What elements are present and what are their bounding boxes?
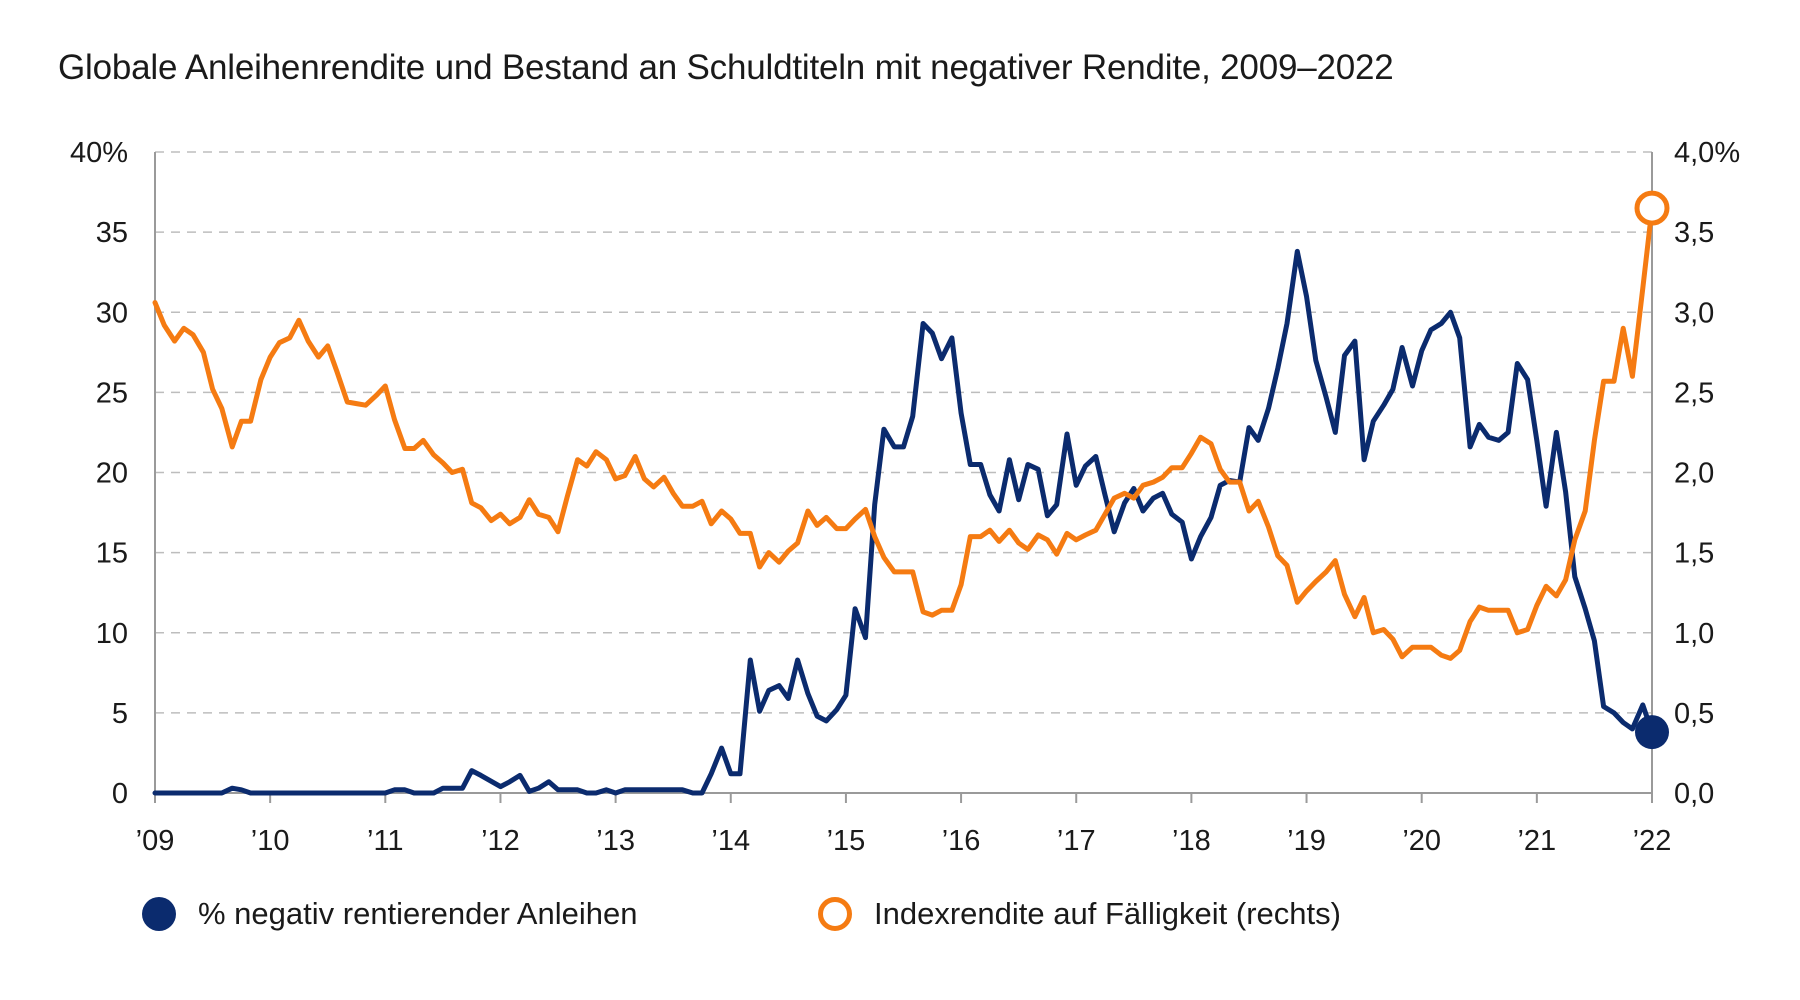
axes bbox=[154, 152, 1653, 794]
x-tick-label: ’18 bbox=[1172, 825, 1211, 857]
left-tick-label: 30 bbox=[96, 297, 128, 329]
x-tick-label: ’10 bbox=[251, 825, 290, 857]
left-tick-label: 15 bbox=[96, 538, 128, 570]
right-tick-label: 3,5 bbox=[1674, 217, 1714, 249]
right-tick-label: 1,0 bbox=[1674, 618, 1714, 650]
right-tick-label: 2,0 bbox=[1674, 458, 1714, 490]
right-tick-label: 2,5 bbox=[1674, 377, 1714, 409]
x-axis-ticks: ’09 ’10 ’11 ’12 ’13 ’14 ’15 ’16 ’17 ’18 ’19 ’20 ’21 ’… bbox=[136, 793, 1672, 857]
left-tick-label: 0 bbox=[112, 778, 128, 810]
gridlines bbox=[155, 151, 1652, 714]
x-tick-label: ’17 bbox=[1057, 825, 1096, 857]
x-tick-label: ’09 bbox=[136, 825, 175, 857]
legend-marker-negative-icon bbox=[142, 897, 176, 931]
right-y-axis-ticks: 0,0 0,5 1,0 1,5 2,0 2,5 3,0 3,5 4,0% bbox=[1674, 137, 1740, 810]
x-tick-label: ’20 bbox=[1402, 825, 1441, 857]
right-tick-label: 3,0 bbox=[1674, 297, 1714, 329]
x-tick-label: ’14 bbox=[711, 825, 750, 857]
x-tick-label: ’21 bbox=[1517, 825, 1556, 857]
x-tick-label: ’13 bbox=[596, 825, 635, 857]
x-tick-label: ’15 bbox=[827, 825, 866, 857]
legend-label-negative: % negativ rentierender Anleihen bbox=[198, 896, 638, 931]
series-lines bbox=[152, 205, 1655, 796]
right-tick-label: 4,0% bbox=[1674, 137, 1740, 169]
left-y-axis-ticks: 0 5 10 15 20 25 30 35 40% bbox=[70, 137, 128, 810]
x-tick-label: ’19 bbox=[1287, 825, 1326, 857]
left-tick-label: 35 bbox=[96, 217, 128, 249]
left-tick-label: 5 bbox=[112, 698, 128, 730]
legend-item-yield: Indexrendite auf Fälligkeit (rechts) bbox=[818, 896, 1341, 932]
left-tick-label: 40% bbox=[70, 137, 128, 169]
end-marker-negative bbox=[1635, 715, 1669, 750]
right-tick-label: 0,0 bbox=[1674, 778, 1714, 810]
legend-marker-yield-icon bbox=[818, 897, 852, 931]
series-line-negative-bonds bbox=[152, 248, 1655, 796]
end-marker-yield bbox=[1634, 190, 1670, 226]
x-tick-label: ’16 bbox=[942, 825, 981, 857]
legend-item-negative: % negativ rentierender Anleihen bbox=[142, 896, 637, 932]
x-tick-label: ’12 bbox=[481, 825, 520, 857]
x-tick-label: ’22 bbox=[1633, 825, 1672, 857]
series-line-index-yield bbox=[152, 205, 1655, 661]
left-tick-label: 10 bbox=[96, 618, 128, 650]
left-tick-label: 25 bbox=[96, 377, 128, 409]
legend-label-yield: Indexrendite auf Fälligkeit (rechts) bbox=[874, 896, 1341, 931]
right-tick-label: 1,5 bbox=[1674, 538, 1714, 570]
x-tick-label: ’11 bbox=[367, 825, 404, 857]
chart-title: Globale Anleihenrendite und Bestand an S… bbox=[58, 48, 1394, 87]
end-markers bbox=[1634, 190, 1670, 750]
right-tick-label: 0,5 bbox=[1674, 698, 1714, 730]
left-tick-label: 20 bbox=[96, 458, 128, 490]
